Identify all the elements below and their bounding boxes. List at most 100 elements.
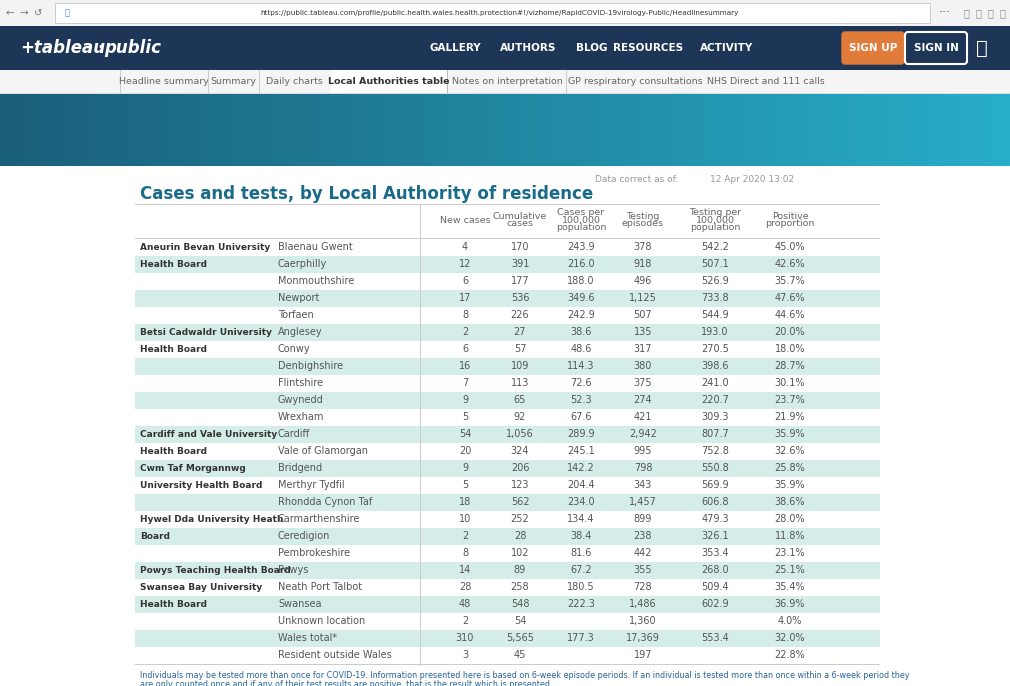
Bar [0, 70, 1010, 94]
Bar [0, 26, 1010, 70]
Bar [135, 375, 880, 392]
Text: 67.6: 67.6 [571, 412, 592, 423]
Text: Rapid COVID-19 surveillance: Rapid COVID-19 surveillance [155, 124, 391, 139]
Text: Monmouthshire: Monmouthshire [278, 276, 355, 286]
Text: 245.1: 245.1 [568, 447, 595, 456]
Text: Caerphilly: Caerphilly [278, 259, 327, 270]
Text: 9: 9 [462, 395, 468, 405]
Text: Flintshire: Flintshire [278, 378, 323, 388]
Text: 3: 3 [462, 650, 468, 661]
Text: Vale of Glamorgan: Vale of Glamorgan [278, 447, 368, 456]
Text: population: population [556, 223, 606, 233]
Text: 25.8%: 25.8% [775, 463, 805, 473]
Text: 544.9: 544.9 [701, 310, 729, 320]
Text: 995: 995 [633, 447, 652, 456]
Text: Cardiff and Vale University: Cardiff and Vale University [140, 430, 278, 439]
Text: 42.6%: 42.6% [775, 259, 805, 270]
Text: 2: 2 [462, 327, 468, 338]
Text: 918: 918 [634, 259, 652, 270]
Text: https://public.tableau.com/profile/public.health.wales.health.protection#!/vizho: https://public.tableau.com/profile/publi… [261, 10, 739, 16]
Text: 28: 28 [459, 582, 472, 592]
Text: Cardiff: Cardiff [278, 429, 310, 439]
Text: Board: Board [140, 532, 170, 541]
Text: 113: 113 [511, 378, 529, 388]
Text: 36.9%: 36.9% [775, 600, 805, 609]
Text: Powys Teaching Health Board: Powys Teaching Health Board [140, 566, 291, 575]
Text: 507: 507 [633, 310, 652, 320]
Text: 4.0%: 4.0% [778, 616, 802, 626]
Text: 48: 48 [459, 600, 471, 609]
Bar [135, 307, 880, 324]
Text: Powys: Powys [278, 565, 308, 576]
Text: 18.0%: 18.0% [775, 344, 805, 354]
Text: Blaenau Gwent: Blaenau Gwent [278, 242, 352, 252]
FancyBboxPatch shape [842, 32, 904, 64]
Text: SIGN UP: SIGN UP [848, 43, 897, 53]
Text: 123: 123 [511, 480, 529, 490]
Bar [0, 166, 1010, 686]
Text: 35.7%: 35.7% [775, 276, 805, 286]
Text: 28.0%: 28.0% [775, 514, 805, 524]
Text: Health Board: Health Board [140, 345, 207, 354]
Bar [135, 442, 880, 460]
Bar [135, 204, 880, 205]
Text: 109: 109 [511, 362, 529, 371]
Text: 11.8%: 11.8% [775, 531, 805, 541]
Text: Cumulative: Cumulative [493, 212, 547, 221]
Text: ⭐: ⭐ [975, 8, 981, 18]
Text: episodes: episodes [622, 220, 664, 228]
Bar [135, 545, 880, 562]
Text: 12 Apr 2020 13:02: 12 Apr 2020 13:02 [710, 174, 794, 183]
Text: 6: 6 [462, 276, 468, 286]
Text: NHS: NHS [686, 132, 735, 152]
Text: 270.5: 270.5 [701, 344, 729, 354]
Bar [135, 562, 880, 579]
Text: 57: 57 [514, 344, 526, 354]
Bar [0, 0, 1010, 26]
Text: 38.4: 38.4 [571, 531, 592, 541]
Text: 100,000: 100,000 [696, 216, 734, 225]
Text: 343: 343 [634, 480, 652, 490]
Bar [330, 70, 447, 93]
Text: 317: 317 [633, 344, 652, 354]
Text: Positive: Positive [772, 212, 808, 221]
Text: WALES: WALES [686, 152, 724, 162]
Text: Wales total*: Wales total* [278, 633, 337, 643]
Text: 378: 378 [633, 242, 652, 252]
Text: 226: 226 [511, 310, 529, 320]
Bar [845, 35, 901, 61]
Text: 14: 14 [459, 565, 471, 576]
Text: Unknown location: Unknown location [278, 616, 366, 626]
Text: 602.9: 602.9 [701, 600, 729, 609]
Text: GP respiratory consultations: GP respiratory consultations [569, 78, 703, 86]
Text: 6: 6 [462, 344, 468, 354]
Text: 375: 375 [633, 378, 652, 388]
Text: 8: 8 [462, 548, 468, 558]
Text: 38.6: 38.6 [571, 327, 592, 338]
Text: ⭐: ⭐ [964, 8, 969, 18]
Bar [135, 256, 880, 273]
Text: 23.7%: 23.7% [775, 395, 805, 405]
Text: 114.3: 114.3 [568, 362, 595, 371]
Text: 222.3: 222.3 [567, 600, 595, 609]
Text: 23.1%: 23.1% [775, 548, 805, 558]
Text: 2: 2 [462, 616, 468, 626]
Text: ←: ← [6, 8, 14, 18]
Bar [135, 528, 880, 545]
Text: Headline summary: Headline summary [119, 78, 209, 86]
Text: ⭐: ⭐ [987, 8, 993, 18]
Text: 16: 16 [459, 362, 471, 371]
Text: +tableau: +tableau [20, 39, 105, 57]
Text: Merthyr Tydfil: Merthyr Tydfil [278, 480, 344, 490]
Text: Testing per: Testing per [689, 209, 741, 217]
Text: 206: 206 [511, 463, 529, 473]
Text: 197: 197 [633, 650, 652, 661]
Bar [135, 494, 880, 511]
Text: New cases: New cases [439, 216, 490, 225]
Text: 92: 92 [514, 412, 526, 423]
Text: →: → [19, 8, 28, 18]
Text: 289.9: 289.9 [568, 429, 595, 439]
Text: 353.4: 353.4 [701, 548, 729, 558]
Text: 47.6%: 47.6% [775, 294, 805, 303]
Text: 65: 65 [514, 395, 526, 405]
